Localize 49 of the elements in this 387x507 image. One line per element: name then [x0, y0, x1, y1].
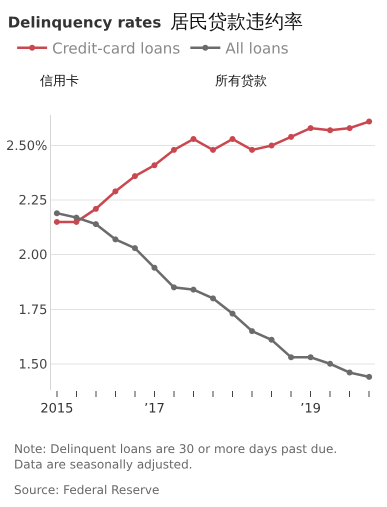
y-tick-label: 1.75 — [18, 302, 48, 318]
point — [366, 374, 372, 380]
point — [308, 125, 314, 132]
point — [54, 218, 60, 225]
text: 所有贷款 — [215, 74, 267, 89]
chart-subtitle: 居民贷款违约率 — [170, 11, 303, 33]
point — [327, 127, 334, 134]
source-note: Source: Federal Reserve — [14, 483, 160, 497]
point — [366, 118, 372, 125]
point — [132, 173, 138, 180]
point — [190, 286, 196, 293]
point — [92, 221, 99, 228]
point — [346, 125, 353, 132]
point — [268, 336, 275, 343]
text: 信用卡 — [40, 74, 79, 89]
x-tick-label: ’17 — [144, 402, 165, 417]
y-tick-label: 2.50% — [6, 139, 48, 154]
y-tick-label: 2.25 — [18, 194, 48, 209]
point — [73, 214, 80, 221]
point — [249, 328, 256, 334]
point — [132, 245, 138, 252]
point — [151, 264, 158, 271]
y-tick-label: 1.50 — [18, 357, 48, 372]
point — [170, 284, 177, 290]
legend-label: Credit-card loans — [52, 40, 180, 58]
point — [288, 354, 294, 360]
point — [308, 354, 314, 360]
point — [112, 188, 118, 194]
point — [210, 146, 216, 153]
point — [346, 370, 353, 376]
point — [230, 310, 236, 317]
chart-title: Delinquency rates — [8, 13, 162, 32]
point — [288, 134, 294, 140]
y-tick-label: 2.00 — [18, 248, 48, 264]
x-tick-label: 2015 — [40, 402, 74, 417]
point — [92, 206, 99, 212]
point — [268, 142, 275, 149]
point — [151, 162, 158, 168]
point — [249, 146, 256, 153]
text: Note: Delinquent loans are 30 or more days past due. Data are seasonally adjusted. — [14, 442, 338, 472]
point — [190, 136, 196, 142]
point — [327, 360, 334, 367]
point — [210, 295, 216, 302]
point — [170, 146, 177, 153]
point — [112, 236, 118, 242]
point — [54, 210, 60, 216]
point — [230, 136, 236, 142]
legend-label: All loans — [225, 40, 289, 58]
x-tick-label: ’19 — [300, 402, 321, 417]
